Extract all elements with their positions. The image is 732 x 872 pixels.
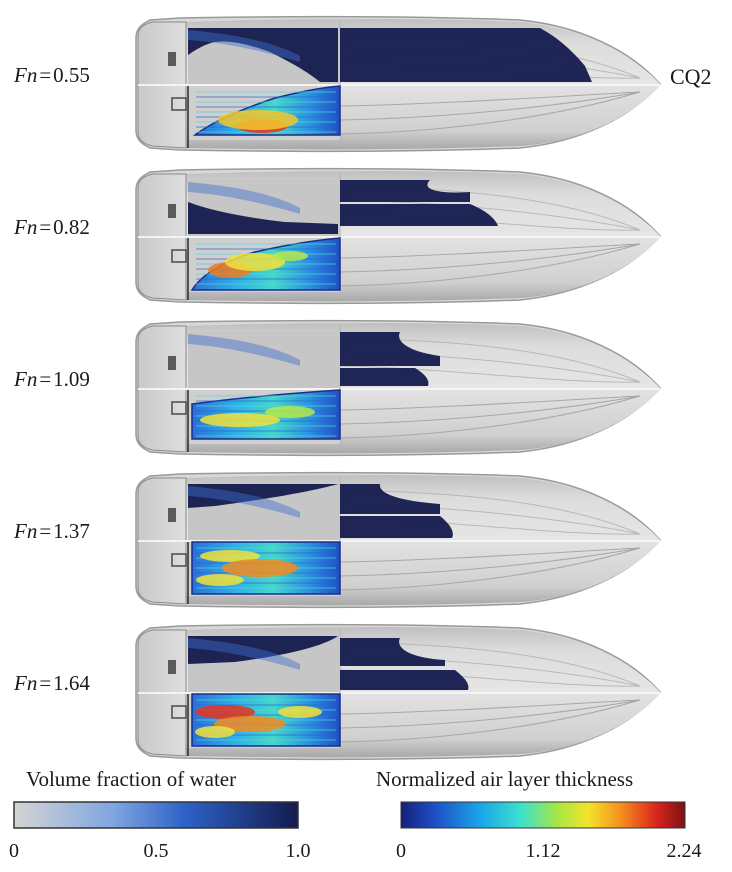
water-tick-2: 1.0	[285, 840, 311, 862]
strake-line	[339, 91, 641, 107]
air-colorbar	[400, 801, 686, 829]
air-hotspot	[272, 251, 308, 261]
water-legend-title: Volume fraction of water	[26, 767, 237, 791]
strake-line	[339, 699, 641, 715]
water-fraction-patch	[340, 368, 429, 386]
strake-line	[339, 547, 641, 563]
stern-fitting-bottom	[171, 705, 187, 719]
stern-fitting-top	[168, 508, 176, 522]
strake-line	[339, 91, 641, 121]
water-fraction-patch	[188, 636, 338, 664]
water-fringe	[188, 486, 300, 518]
hull-panel-2	[135, 319, 662, 457]
water-fraction-patch	[188, 202, 338, 234]
strake-line	[339, 395, 641, 411]
strake-line	[339, 395, 641, 425]
water-fraction-patch	[340, 670, 469, 690]
water-fringe	[188, 182, 300, 214]
stern-fitting-bottom	[171, 553, 187, 567]
hull-panel-1	[135, 167, 662, 305]
hull-panel-4	[135, 623, 662, 761]
water-fraction-patch	[340, 180, 470, 202]
air-hotspot	[265, 406, 315, 418]
stern-fitting-bottom	[171, 249, 187, 263]
air-hotspot	[195, 726, 235, 738]
air-tick-1: 1.12	[525, 840, 561, 862]
strake-line	[339, 365, 641, 383]
air-hotspot	[214, 716, 286, 732]
air-tick-2: 2.24	[666, 840, 702, 862]
water-fraction-patch	[340, 638, 445, 666]
stern-fitting-top	[168, 52, 176, 66]
air-hotspot	[222, 559, 298, 577]
air-hotspot	[195, 705, 255, 719]
stern-fitting-top	[168, 356, 176, 370]
stern-fitting-top	[168, 204, 176, 218]
hull-panel-0	[135, 15, 662, 153]
strake-line	[339, 547, 641, 577]
air-hotspot	[278, 706, 322, 718]
strake-line	[339, 547, 641, 591]
strake-line	[339, 699, 641, 729]
water-fringe	[188, 30, 300, 62]
strake-line	[339, 91, 641, 135]
air-hotspot	[200, 413, 280, 427]
water-fraction-patch	[340, 28, 592, 82]
air-hotspot	[225, 253, 285, 271]
aft-top-region	[188, 332, 340, 388]
air-tick-0: 0	[396, 840, 406, 862]
air-legend-title: Normalized air layer thickness	[376, 767, 634, 791]
case-label-3: Fn=1.37	[14, 519, 90, 543]
water-fraction-patch	[340, 516, 453, 538]
strake-line	[339, 243, 641, 287]
air-hotspot	[200, 550, 260, 562]
water-fraction-patch	[188, 484, 338, 508]
stern-fitting-bottom	[171, 97, 187, 111]
water-tick-0: 0	[9, 840, 19, 862]
strake-line	[339, 699, 641, 743]
water-fringe	[188, 334, 300, 366]
water-fringe	[188, 638, 300, 670]
strake-line	[339, 243, 641, 259]
water-fraction-patch	[340, 332, 440, 366]
case-label-4: Fn=1.64	[14, 671, 90, 695]
air-hotspot	[196, 574, 244, 586]
stern-fitting-bottom	[171, 401, 187, 415]
case-label-0: Fn=0.55	[14, 63, 90, 87]
water-fraction-patch	[188, 28, 338, 82]
case-label-2: Fn=1.09	[14, 367, 90, 391]
strake-line	[339, 395, 641, 439]
water-tick-1: 0.5	[143, 840, 169, 862]
stern-fitting-top	[168, 660, 176, 674]
hull-panel-3	[135, 471, 662, 609]
hull-model-label: CQ2	[670, 64, 712, 89]
strake-line	[339, 243, 641, 273]
air-hotspot	[218, 110, 298, 130]
water-fraction-patch	[340, 484, 440, 514]
case-label-1: Fn=0.82	[14, 215, 90, 239]
water-colorbar	[13, 801, 299, 829]
water-fraction-patch	[340, 204, 498, 226]
